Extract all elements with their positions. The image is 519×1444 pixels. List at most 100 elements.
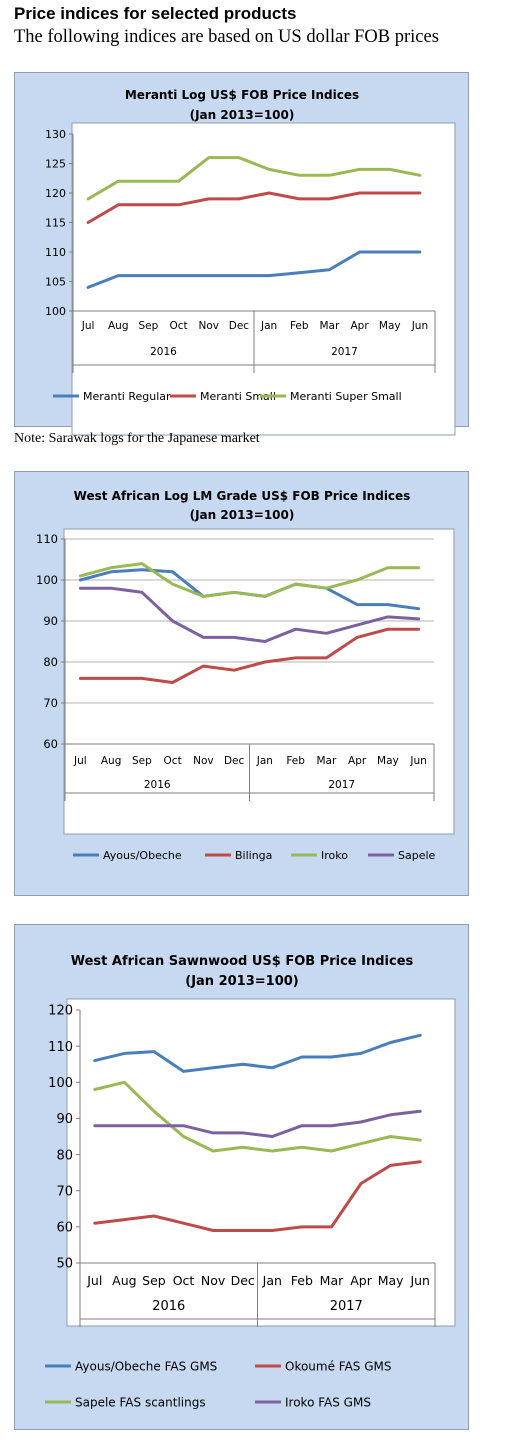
chart-subtitle: (Jan 2013=100) <box>185 974 298 989</box>
x-tick-label: Jun <box>409 1273 430 1288</box>
y-tick-label: 60 <box>56 1221 73 1236</box>
chart-title: West African Sawnwood US$ FOB Price Indi… <box>71 954 414 969</box>
series-line-meranti-small <box>86 191 422 224</box>
wa-log-chart: West African Log LM Grade US$ FOB Price … <box>36 489 455 862</box>
x-tick-label: Oct <box>173 1273 195 1288</box>
x-tick-label: Feb <box>291 1273 313 1288</box>
legend-label: Meranti Super Small <box>290 390 402 403</box>
x-tick-label: Feb <box>290 320 309 332</box>
y-tick-label: 105 <box>45 275 66 288</box>
legend-label: Bilinga <box>235 849 272 862</box>
legend-label: Iroko FAS GMS <box>285 1395 371 1409</box>
x-tick-label: Dec <box>229 320 250 332</box>
x-tick-label: Jan <box>262 1273 282 1288</box>
wa-sawnwood-chart-panel: West African Sawnwood US$ FOB Price Indi… <box>14 924 469 1430</box>
plot-area <box>71 122 456 436</box>
y-tick-label: 80 <box>56 1148 73 1163</box>
legend-label: Meranti Small <box>200 390 276 403</box>
y-tick-label: 60 <box>43 737 58 751</box>
y-tick-label: 90 <box>43 614 58 628</box>
x-tick-label: Sep <box>142 1273 166 1288</box>
x-tick-label: Oct <box>164 755 182 767</box>
y-tick-label: 110 <box>36 532 58 546</box>
series-line-ayous-obeche-fas-gms <box>93 1033 422 1073</box>
x-tick-label: Jun <box>409 755 426 767</box>
x-tick-label: Feb <box>286 755 305 767</box>
chart-title: West African Log LM Grade US$ FOB Price … <box>74 489 411 503</box>
legend-label: Okoumé FAS GMS <box>285 1359 392 1373</box>
chart-subtitle: (Jan 2013=100) <box>190 508 295 522</box>
y-tick-label: 125 <box>45 157 66 170</box>
y-tick-label: 80 <box>43 655 58 669</box>
y-tick-label: 50 <box>56 1257 73 1272</box>
x-tick-label: Jan <box>256 755 273 767</box>
y-tick-label: 100 <box>48 1076 73 1091</box>
chart-note: Note: Sarawak logs for the Japanese mark… <box>14 431 260 446</box>
y-tick-label: 115 <box>45 216 66 229</box>
x-tick-label: Jul <box>81 320 95 332</box>
legend-label: Ayous/Obeche FAS GMS <box>75 1359 217 1373</box>
series-line-iroko-fas-gms <box>93 1109 422 1138</box>
x-tick-label: Apr <box>350 1273 372 1288</box>
legend-label: Iroko <box>321 849 348 862</box>
group-label: 2016 <box>152 1299 185 1314</box>
legend-label: Ayous/Obeche <box>103 849 182 862</box>
x-tick-label: Dec <box>224 755 245 767</box>
y-tick-label: 70 <box>43 696 58 710</box>
x-tick-label: Mar <box>320 1273 344 1288</box>
y-tick-label: 120 <box>48 1004 73 1019</box>
x-tick-label: Mar <box>320 320 340 332</box>
wa-log-chart-panel: West African Log LM Grade US$ FOB Price … <box>14 471 469 896</box>
meranti-chart-panel: Meranti Log US$ FOB Price Indices (Jan 20… <box>14 72 469 436</box>
legend-label: Sapele FAS scantlings <box>75 1395 206 1409</box>
page-subtitle: The following indices are based on US do… <box>14 27 439 47</box>
series-line-meranti-regular <box>86 250 422 289</box>
chart-title: Meranti Log US$ FOB Price Indices <box>125 88 359 102</box>
x-tick-label: May <box>379 320 401 332</box>
chart-subtitle: (Jan 2013=100) <box>190 108 295 122</box>
group-label: 2017 <box>330 1299 363 1314</box>
x-tick-label: Aug <box>108 320 129 332</box>
y-tick-label: 120 <box>45 187 66 200</box>
y-tick-label: 130 <box>45 128 66 141</box>
x-tick-label: Aug <box>112 1273 136 1288</box>
x-tick-label: Aug <box>101 755 122 767</box>
group-label: 2017 <box>328 779 355 791</box>
x-tick-label: Jul <box>86 1273 102 1288</box>
x-tick-label: Apr <box>350 320 369 332</box>
group-label: 2017 <box>331 346 358 358</box>
legend-label: Meranti Regular <box>83 390 171 403</box>
series-line-meranti-super-small <box>86 156 422 201</box>
x-tick-label: Oct <box>170 320 188 332</box>
x-tick-label: Jul <box>73 755 87 767</box>
x-tick-label: Nov <box>201 1273 226 1288</box>
x-tick-label: May <box>378 1273 404 1288</box>
page-title: Price indices for selected products <box>14 4 297 23</box>
x-tick-label: Dec <box>231 1273 255 1288</box>
y-tick-label: 110 <box>48 1040 73 1055</box>
y-tick-label: 70 <box>56 1184 73 1199</box>
series-line-okoum-fas-gms <box>93 1160 422 1232</box>
x-tick-label: Sep <box>132 755 152 767</box>
legend-label: Sapele <box>398 849 436 862</box>
series-line-sapele <box>78 586 421 643</box>
plot-area <box>63 528 455 835</box>
x-tick-label: Sep <box>139 320 159 332</box>
series-line-bilinga <box>78 627 421 684</box>
meranti-chart: Meranti Log US$ FOB Price Indices (Jan 20… <box>45 88 456 436</box>
x-tick-label: May <box>377 755 399 767</box>
y-tick-label: 90 <box>56 1112 73 1127</box>
x-tick-label: Mar <box>316 755 336 767</box>
x-tick-label: Jun <box>411 320 428 332</box>
x-tick-label: Nov <box>199 320 220 332</box>
series-line-iroko <box>78 562 421 598</box>
x-tick-label: Nov <box>193 755 214 767</box>
x-tick-label: Jan <box>260 320 277 332</box>
y-tick-label: 110 <box>45 246 66 259</box>
group-label: 2016 <box>150 346 177 358</box>
y-tick-label: 100 <box>36 573 58 587</box>
y-tick-label: 100 <box>45 305 66 318</box>
x-tick-label: Apr <box>348 755 367 767</box>
group-label: 2016 <box>144 779 171 791</box>
wa-sawnwood-chart: West African Sawnwood US$ FOB Price Indi… <box>45 954 456 1409</box>
